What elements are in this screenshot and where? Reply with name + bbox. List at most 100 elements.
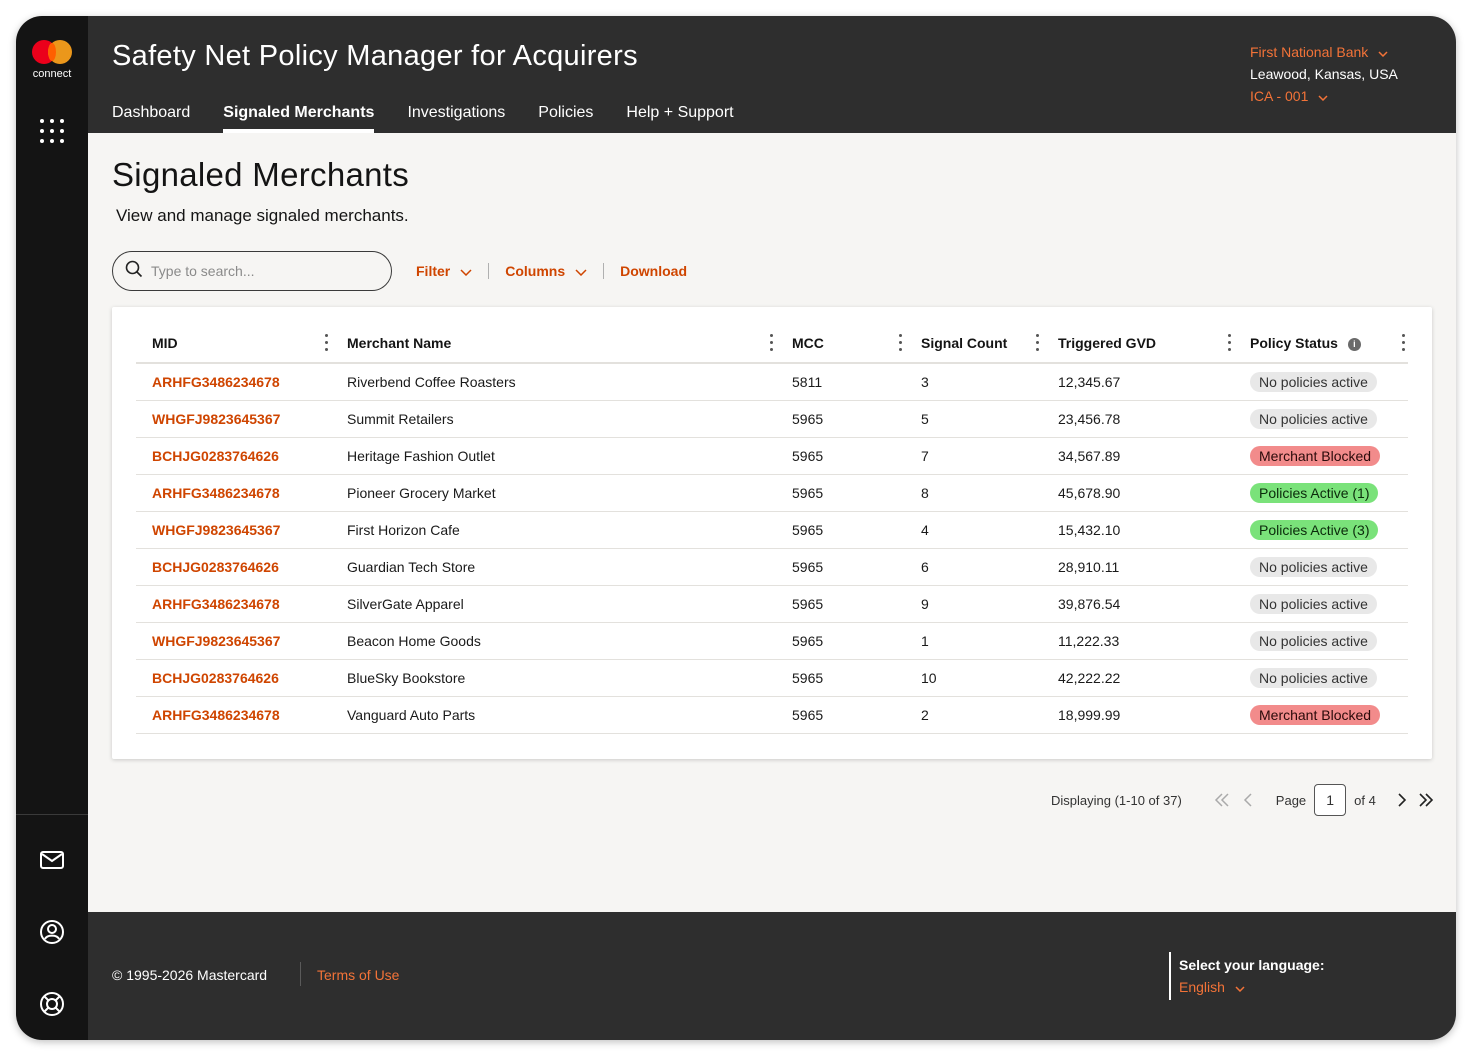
merchant-name-cell: BlueSky Bookstore [347, 669, 466, 686]
table-cell: 34,567.89 [1042, 437, 1234, 475]
table-row: BCHJG0283764626 Guardian Tech Store 5965 6 2… [136, 548, 1408, 586]
table-cell: 23,456.78 [1042, 400, 1234, 438]
table-cell: 5811 [776, 363, 905, 401]
tab-dashboard[interactable]: Dashboard [112, 104, 191, 121]
status-badge: Merchant Blocked [1250, 445, 1381, 466]
column-header-triggered-gvd[interactable]: Triggered GVD [1042, 323, 1234, 364]
table-cell: 39,876.54 [1042, 585, 1234, 623]
merchant-name-cell: SilverGate Apparel [347, 595, 464, 612]
table-cell: 5965 [776, 696, 905, 734]
table-cell: No policies active [1234, 363, 1408, 401]
triggered-gvd-cell: 42,222.22 [1058, 669, 1121, 686]
column-header-policy-status[interactable]: Policy Status i [1234, 323, 1408, 364]
kebab-icon[interactable] [1036, 334, 1040, 352]
table-cell: Policies Active (3) [1234, 511, 1408, 549]
mcc-cell: 5965 [792, 521, 824, 538]
lifebuoy-icon[interactable] [39, 991, 65, 1017]
mid-link[interactable]: ARHFG3486234678 [152, 595, 280, 612]
column-label: MID [152, 334, 178, 351]
mid-link[interactable]: ARHFG3486234678 [152, 706, 280, 723]
mid-link[interactable]: ARHFG3486234678 [152, 373, 280, 390]
app-title: Safety Net Policy Manager for Acquirers [112, 40, 638, 72]
column-label: Signal Count [921, 334, 1008, 351]
user-icon[interactable] [39, 919, 65, 945]
kebab-icon[interactable] [1402, 334, 1406, 352]
table-cell: 42,222.22 [1042, 659, 1234, 697]
prev-page-icon[interactable] [1238, 790, 1258, 810]
signal-count-cell: 4 [921, 521, 929, 538]
status-badge: Merchant Blocked [1250, 704, 1381, 725]
table-cell: SilverGate Apparel [331, 585, 776, 623]
table-cell: No policies active [1234, 585, 1408, 623]
table-cell: 3 [905, 363, 1042, 401]
column-header-merchant-name[interactable]: Merchant Name [331, 323, 776, 364]
page-title: Signaled Merchants [112, 156, 410, 193]
tab-signaled-merchants[interactable]: Signaled Merchants [223, 104, 375, 133]
table-cell: Policies Active (1) [1234, 474, 1408, 512]
column-header-signal-count[interactable]: Signal Count [905, 323, 1042, 364]
tab-help-support[interactable]: Help + Support [626, 104, 734, 121]
mid-link[interactable]: WHGFJ9823645367 [152, 410, 281, 427]
last-page-icon[interactable] [1416, 790, 1436, 810]
kebab-icon[interactable] [899, 334, 903, 352]
status-badge: No policies active [1250, 593, 1377, 614]
chevron-down-icon [1318, 88, 1328, 104]
language-selector[interactable]: English [1179, 979, 1245, 995]
logo-text: connect [32, 68, 72, 80]
signal-count-cell: 1 [921, 632, 929, 649]
bank-selector[interactable]: First National Bank [1250, 41, 1398, 63]
merchants-table: MID Merchant Name MCC Signal Count Trigg… [136, 323, 1408, 734]
bank-location: Leawood, Kansas, USA [1250, 66, 1398, 82]
search-input[interactable] [151, 263, 371, 279]
displaying-count: Displaying (1-10 of 37) [1051, 792, 1182, 808]
terms-of-use-link[interactable]: Terms of Use [317, 967, 400, 983]
triggered-gvd-cell: 23,456.78 [1058, 410, 1121, 427]
download-button[interactable]: Download [620, 263, 688, 279]
mid-link[interactable]: WHGFJ9823645367 [152, 521, 281, 538]
page-total: of 4 [1354, 792, 1376, 808]
table-cell: 5965 [776, 659, 905, 697]
columns-button[interactable]: Columns [505, 263, 587, 279]
page-number-input[interactable]: 1 [1314, 784, 1347, 816]
column-header-mid[interactable]: MID [136, 323, 331, 364]
table-cell: First Horizon Cafe [331, 511, 776, 549]
table-cell: 1 [905, 622, 1042, 660]
table-cell: ARHFG3486234678 [136, 363, 331, 401]
table-cell: Vanguard Auto Parts [331, 696, 776, 734]
table-cell: Merchant Blocked [1234, 696, 1408, 734]
mid-link[interactable]: BCHJG0283764626 [152, 447, 279, 464]
mcc-cell: 5965 [792, 632, 824, 649]
mcc-cell: 5965 [792, 558, 824, 575]
chevron-down-icon [1235, 979, 1245, 995]
table-cell: 18,999.99 [1042, 696, 1234, 734]
triggered-gvd-cell: 45,678.90 [1058, 484, 1121, 501]
kebab-icon[interactable] [325, 334, 329, 352]
ica-selector[interactable]: ICA - 001 [1250, 85, 1398, 107]
column-header-mcc[interactable]: MCC [776, 323, 905, 364]
kebab-icon[interactable] [770, 334, 774, 352]
mastercard-logo[interactable] [32, 40, 72, 64]
mail-icon[interactable] [39, 847, 65, 873]
table-cell: 5965 [776, 400, 905, 438]
app-window: connect Safety Net Policy Manager for Ac… [16, 16, 1456, 1040]
language-value: English [1179, 979, 1225, 995]
info-icon[interactable]: i [1347, 337, 1361, 351]
tab-investigations[interactable]: Investigations [407, 104, 506, 121]
table-cell: 12,345.67 [1042, 363, 1234, 401]
apps-grid-icon[interactable] [39, 118, 65, 144]
table-cell: ARHFG3486234678 [136, 585, 331, 623]
table-cell: 5 [905, 400, 1042, 438]
mid-link[interactable]: BCHJG0283764626 [152, 669, 279, 686]
kebab-icon[interactable] [1228, 334, 1232, 352]
mid-link[interactable]: BCHJG0283764626 [152, 558, 279, 575]
filter-button[interactable]: Filter [416, 263, 472, 279]
mid-link[interactable]: ARHFG3486234678 [152, 484, 280, 501]
table-row: ARHFG3486234678 Riverbend Coffee Roasters… [136, 363, 1408, 401]
next-page-icon[interactable] [1392, 790, 1412, 810]
mid-link[interactable]: WHGFJ9823645367 [152, 632, 281, 649]
chevron-down-icon [460, 263, 472, 279]
chevron-down-icon [1378, 44, 1388, 60]
table-cell: Guardian Tech Store [331, 548, 776, 586]
first-page-icon[interactable] [1212, 790, 1232, 810]
tab-policies[interactable]: Policies [538, 104, 594, 121]
